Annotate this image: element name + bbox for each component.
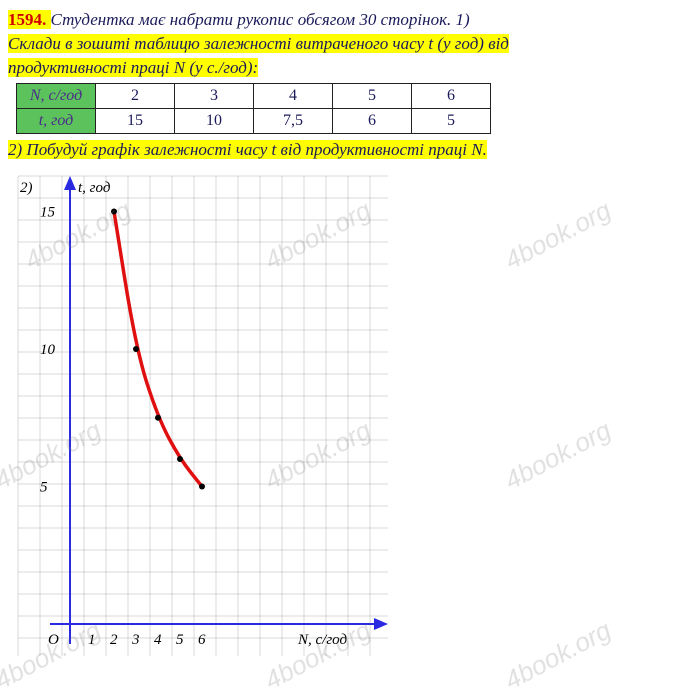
svg-text:15: 15 <box>40 205 56 221</box>
problem-line2: Склади в зошиті таблицю залежності витра… <box>8 34 509 53</box>
table-cell: 3 <box>175 84 254 109</box>
chart: 2)t, годN, с/годO12345651015 <box>8 166 398 666</box>
problem-line3: продуктивності праці N (у с./год): <box>8 58 258 77</box>
table-cell: 10 <box>175 109 254 134</box>
svg-text:6: 6 <box>198 632 206 648</box>
table-cell: 15 <box>96 109 175 134</box>
svg-text:O: O <box>48 632 59 648</box>
svg-text:10: 10 <box>40 342 56 358</box>
svg-text:2): 2) <box>20 180 33 196</box>
table-cell: 7,5 <box>254 109 333 134</box>
table-cell: 4 <box>254 84 333 109</box>
svg-text:5: 5 <box>176 632 184 648</box>
table-cell: 5 <box>333 84 412 109</box>
problem-line1: Студентка має набрати рукопис обсягом 30… <box>51 10 470 29</box>
table-row: N, с/год 2 3 4 5 6 <box>17 84 491 109</box>
data-table: N, с/год 2 3 4 5 6 t, год 15 10 7,5 6 5 <box>16 83 491 134</box>
problem-line4: 2) Побудуй графік залежності часу t від … <box>8 140 487 159</box>
table-cell: 5 <box>412 109 491 134</box>
table-cell: 6 <box>412 84 491 109</box>
svg-text:N, с/год: N, с/год <box>297 632 347 648</box>
svg-text:3: 3 <box>131 632 140 648</box>
table-row: t, год 15 10 7,5 6 5 <box>17 109 491 134</box>
problem-number: 1594. <box>8 10 46 29</box>
table-cell: 6 <box>333 109 412 134</box>
svg-text:5: 5 <box>40 480 48 496</box>
svg-text:t, год: t, год <box>78 180 111 196</box>
svg-text:2: 2 <box>110 632 118 648</box>
table-header-N: N, с/год <box>17 84 96 109</box>
problem-part2-text: 2) Побудуй графік залежності часу t від … <box>8 138 687 162</box>
chart-container: 2)t, годN, с/годO12345651015 <box>8 166 687 671</box>
table-header-t: t, год <box>17 109 96 134</box>
table-cell: 2 <box>96 84 175 109</box>
problem-text: 1594. Студентка має набрати рукопис обся… <box>8 8 687 79</box>
svg-text:1: 1 <box>88 632 96 648</box>
svg-text:4: 4 <box>154 632 162 648</box>
